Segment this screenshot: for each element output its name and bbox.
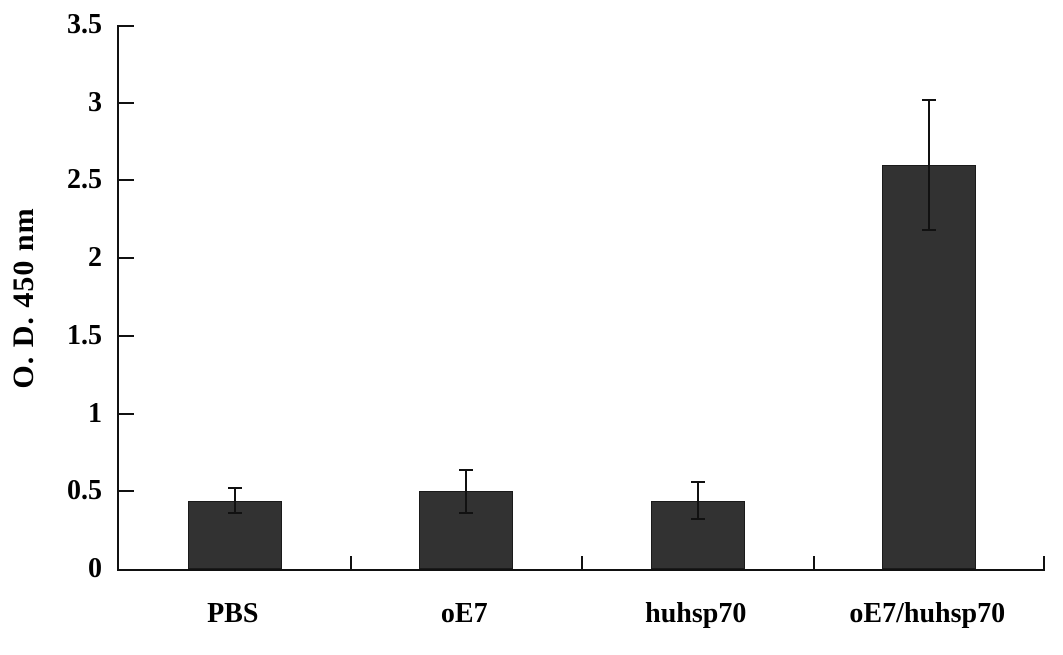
x-tick-label: oE7 bbox=[440, 598, 488, 629]
y-tick-label: 3 bbox=[88, 86, 102, 118]
plot-area bbox=[117, 25, 1045, 571]
y-tick-mark bbox=[119, 101, 134, 104]
y-tick-label: 2.5 bbox=[67, 164, 102, 196]
y-tick-label: 1 bbox=[88, 397, 102, 429]
y-tick-mark bbox=[119, 334, 134, 337]
error-bar-cap-top bbox=[922, 98, 937, 101]
y-tick-label: 0 bbox=[88, 553, 102, 584]
y-tick-label: 1.5 bbox=[67, 319, 102, 351]
error-bar bbox=[233, 488, 236, 514]
bar-oE7/huhsp70 bbox=[882, 164, 977, 569]
x-axis-labels: PBS oE7 huhsp70 oE7/huhsp70 bbox=[117, 598, 1043, 640]
x-tick-label: oE7/huhsp70 bbox=[849, 598, 1006, 629]
y-tick-mark bbox=[119, 257, 134, 260]
error-bar-cap-bottom bbox=[690, 518, 705, 521]
x-tick-mark bbox=[581, 556, 583, 569]
x-tick-mark bbox=[812, 556, 815, 569]
y-tick-mark bbox=[119, 412, 134, 415]
error-bar-cap-top bbox=[690, 480, 705, 483]
error-bar-cap-top bbox=[227, 487, 242, 490]
error-bar-cap-bottom bbox=[459, 512, 474, 515]
x-tick-label: PBS bbox=[207, 598, 259, 629]
error-bar-cap-bottom bbox=[227, 512, 242, 515]
y-tick-mark bbox=[119, 490, 134, 493]
y-tick-mark bbox=[119, 179, 134, 182]
y-tick-label: 3.5 bbox=[67, 9, 102, 40]
error-bar-cap-top bbox=[459, 468, 474, 471]
y-tick-mark bbox=[119, 25, 134, 27]
x-tick-mark bbox=[349, 556, 352, 569]
x-tick-mark bbox=[1043, 556, 1045, 569]
error-bar-cap-bottom bbox=[922, 229, 937, 232]
error-bar bbox=[696, 481, 699, 520]
y-axis-labels: 0 0.5 1 1.5 2 2.5 3 3.5 bbox=[0, 9, 102, 584]
y-tick-label: 2 bbox=[88, 242, 102, 274]
y-tick-label: 0.5 bbox=[67, 475, 102, 507]
x-tick-label: huhsp70 bbox=[645, 598, 747, 629]
error-bar bbox=[928, 99, 931, 231]
error-bar bbox=[465, 469, 468, 514]
